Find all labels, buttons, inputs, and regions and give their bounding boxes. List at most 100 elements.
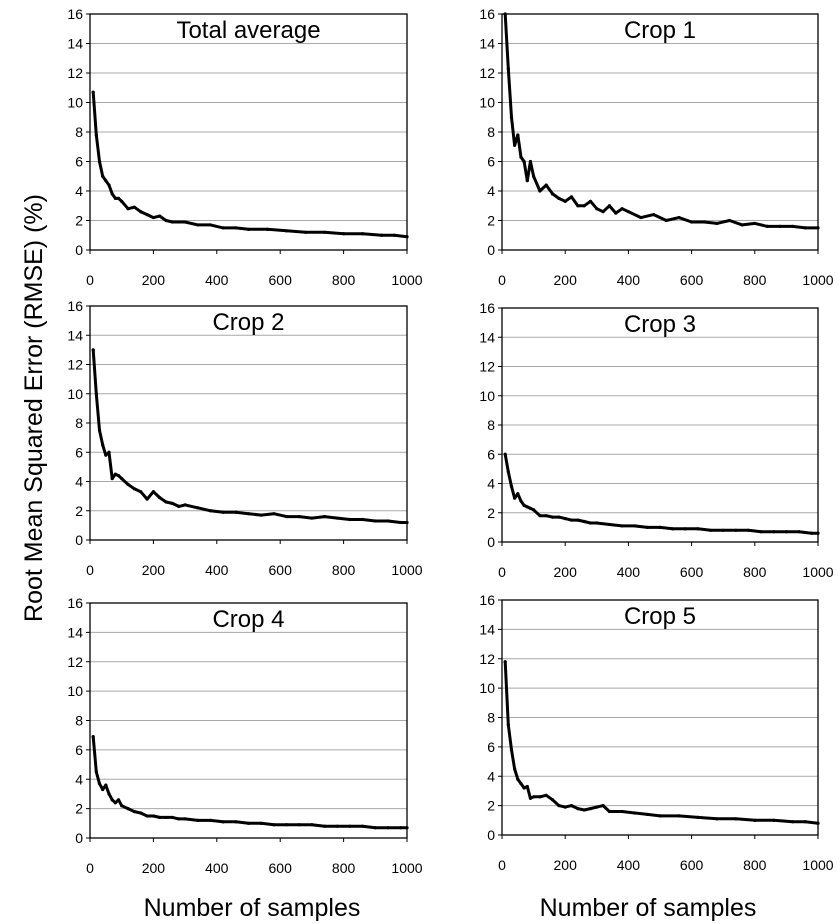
panel-4-y-tick-label: 16 [479, 300, 495, 316]
panel-6-data-point [532, 795, 536, 799]
panel-2-y-tick-label: 0 [487, 242, 495, 258]
panel-5-data-point [139, 811, 143, 815]
panel-4-y-tick-label: 2 [487, 505, 495, 521]
panel-4-data-point [588, 521, 593, 525]
panel-2-data-point [506, 66, 510, 71]
panel-5-data-point [94, 770, 98, 774]
panel-5-x-tick-label: 800 [332, 860, 356, 876]
panel-3-y-tick-label: 12 [67, 357, 83, 373]
panel-3-data-point [284, 515, 289, 519]
panel-2-data-point [765, 224, 770, 228]
panel-3-data-point [297, 515, 301, 519]
panel-2-x-tick-label: 600 [680, 272, 704, 288]
panel-5-data-point [348, 824, 352, 828]
panel-1-data-point [164, 218, 168, 223]
panel-2-data-point [569, 195, 574, 199]
panel-6-data-point [696, 815, 700, 819]
panel-5-data-point [151, 814, 155, 818]
panel-1-y-tick-label: 6 [75, 154, 83, 170]
panel-4-data-point [696, 527, 700, 531]
panel-2-data-point [639, 215, 643, 220]
panel-5-data-point [113, 801, 117, 805]
panel-5-y-tick-label: 4 [75, 771, 83, 787]
panel-3-x-tick-label: 400 [205, 562, 229, 578]
panel-6-y-tick-label: 16 [479, 592, 495, 608]
panel-2-data-point [544, 183, 548, 187]
panel-1-title: Total average [176, 17, 320, 44]
panel-3-data-point [183, 503, 187, 507]
panel-3-data-point [399, 520, 403, 525]
panel-6-data-point [509, 748, 514, 752]
panel-2-data-point [607, 204, 612, 208]
panel-2-data-point [519, 155, 523, 159]
panel-2-x-tick-label: 800 [743, 272, 767, 288]
panel-2-y-tick-label: 10 [479, 95, 495, 111]
panel-6-data-point [513, 767, 517, 771]
panel-2-data-point [740, 223, 744, 227]
panel-4-data-point [509, 484, 514, 489]
panel-3-data-point [139, 490, 143, 494]
panel-3-y-tick-label: 0 [75, 532, 83, 548]
panel-5-data-point [107, 792, 111, 796]
panel-3-x-tick-label: 200 [142, 562, 166, 578]
panel-3-data-point [221, 510, 225, 514]
panel-1-data-point [405, 235, 409, 239]
panel-1-data-point [234, 226, 238, 230]
panel-5-data-point [284, 823, 289, 827]
panel-4-data-point [816, 531, 820, 535]
panel-5-data-point [246, 821, 251, 825]
panel-4-data-point [516, 492, 520, 496]
panel-6-x-tick-label: 1000 [802, 857, 833, 873]
panel-3-data-point [208, 509, 213, 513]
panel-6-data-point [569, 804, 574, 808]
panel-6-y-tick-label: 0 [487, 827, 495, 843]
panel-3-title: Crop 2 [212, 309, 284, 336]
panel-1-data-point [246, 227, 251, 231]
panel-4-data-point [683, 527, 687, 531]
panel-4-series-line [503, 452, 820, 535]
panel-1-x-tick-label: 0 [86, 272, 94, 288]
panel-4-y-tick-label: 6 [487, 446, 495, 462]
panel-2-y-tick-label: 4 [487, 183, 495, 199]
panel-1-data-point [94, 133, 98, 137]
panel-2-x-tick-label: 0 [498, 272, 506, 288]
panel-5-x-tick-label: 0 [86, 860, 94, 876]
panel-1-data-point [303, 230, 308, 234]
panel-4-data-point [671, 527, 675, 531]
panel-5-data-point [183, 817, 187, 821]
panel-1-y-tick-label: 8 [75, 124, 83, 140]
panel-1-x-tick-label: 1000 [391, 272, 422, 288]
panel-4-data-point [595, 521, 599, 525]
panel-3-y-tick-label: 6 [75, 444, 83, 460]
panel-4-y-tick-label: 10 [479, 388, 495, 404]
panel-6-y-tick-label: 6 [487, 739, 495, 755]
panel-6-data-point [601, 804, 605, 808]
panel-5-data-point [335, 824, 339, 828]
panel-5-data-point [170, 815, 175, 820]
panel-6-data-point [506, 723, 510, 727]
x-axis-label-left: Number of samples [144, 894, 361, 922]
panel-6-data-point [563, 805, 567, 809]
panel-3-data-point [361, 517, 365, 522]
panel-3-data-point [386, 519, 390, 523]
panel-6-y-tick-label: 2 [487, 798, 495, 814]
panel-5-data-point [104, 783, 108, 787]
panel-2-data-point [550, 192, 555, 196]
panel-3-data-point [259, 513, 263, 517]
panel-1-y-tick-label: 0 [75, 242, 83, 258]
panel-2-x-tick-label: 200 [554, 272, 578, 288]
panel-4-data-point [784, 530, 789, 534]
panel-4-data-point [576, 518, 580, 522]
panel-1-data-point [183, 220, 187, 224]
panel-1-data-point [170, 220, 175, 224]
panel-2-data-point [803, 226, 807, 230]
panel-4-data-point [721, 528, 725, 532]
panel-3-data-point [322, 515, 327, 519]
panel-2-y-tick-label: 2 [487, 213, 495, 229]
panel-6-x-tick-label: 600 [680, 857, 704, 873]
panel-5-data-point [97, 782, 102, 786]
panel-3-x-tick-label: 600 [269, 562, 293, 578]
panel-6-data-point [550, 798, 555, 802]
panel-4-x-tick-label: 1000 [802, 564, 833, 580]
panel-2-data-point [690, 220, 694, 224]
